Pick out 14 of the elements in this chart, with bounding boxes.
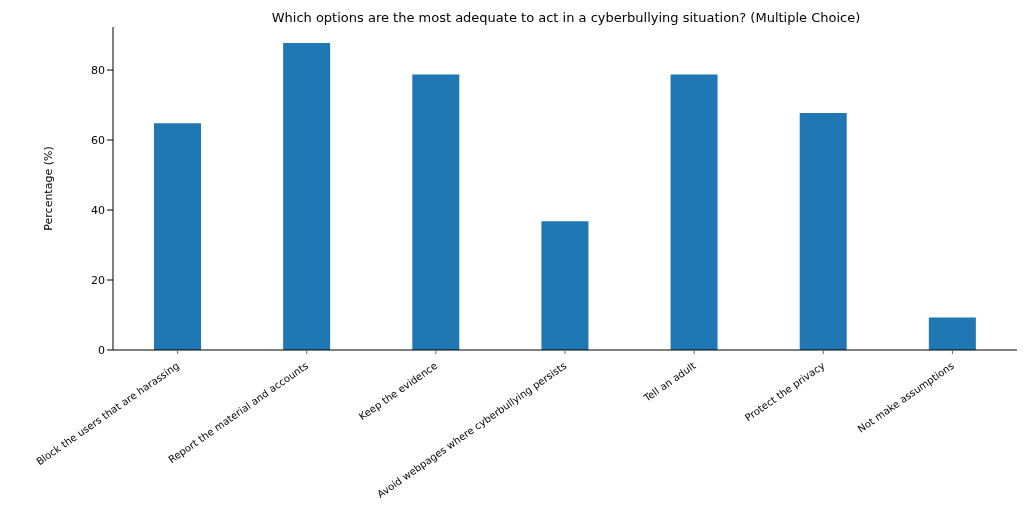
y-tick-label: 80 (91, 63, 105, 77)
bar (154, 123, 201, 350)
bar (541, 221, 589, 350)
bar (412, 74, 460, 350)
bar (799, 113, 847, 350)
y-tick-label: 60 (91, 133, 105, 147)
bar (928, 317, 976, 350)
chart-title: Which options are the most adequate to act in a cyberbullying situation? (Multiple Choice) (270, 9, 862, 27)
y-axis-title: Percentage (%) (41, 146, 55, 231)
bar (670, 74, 718, 350)
bar (283, 43, 331, 350)
y-tick-label: 0 (98, 343, 105, 357)
y-tick-label: 40 (91, 203, 105, 217)
y-tick-label: 20 (91, 273, 105, 287)
